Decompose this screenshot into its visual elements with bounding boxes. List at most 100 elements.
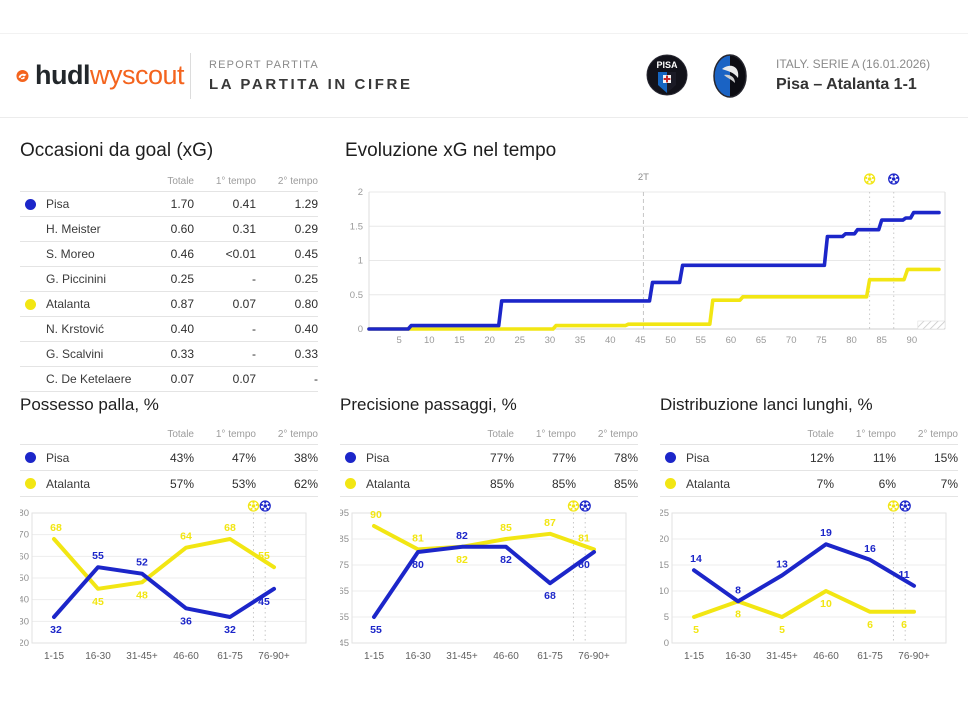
y-tick-label: 1: [358, 256, 363, 267]
svg-text:PISA: PISA: [656, 60, 678, 70]
x-tick-label: 50: [665, 335, 676, 346]
pisa-point-label: 55: [92, 550, 104, 562]
match-score: Pisa – Atalanta 1-1: [776, 76, 917, 93]
y-tick-label: 0.5: [350, 290, 363, 301]
value-cell: 57%: [169, 476, 194, 491]
xg-section: Occasioni da goal (xG) Totale 1° tempo 2° …: [20, 140, 320, 392]
pisa-point-label: 19: [820, 527, 832, 539]
row-label-cell: Atalanta: [20, 297, 132, 311]
hudl-wyscout-logo: hudlwyscout: [16, 60, 185, 91]
y-tick-label: 20: [660, 534, 669, 545]
x-tick-label: 76-90+: [898, 651, 930, 662]
value-cell: 12%: [809, 450, 834, 465]
long-passes-chart: 0 5 10 15 20 25 1-15 16-30 31-45+ 46-60 61-75 76-90…: [658, 500, 947, 662]
atalanta-dot-icon: [665, 478, 676, 489]
atalanta-goal-ball-icon: [247, 500, 260, 512]
pisa-goal-ball-icon: [259, 500, 271, 512]
dot-spacer: [25, 249, 36, 260]
y-tick-label: 30: [20, 616, 29, 627]
x-tick-label: 31-45+: [446, 651, 478, 662]
value-cell: 0.07: [232, 297, 256, 311]
player-row: C. De Ketelaere 0.07 0.07 -: [20, 367, 318, 392]
passing-accuracy-section: Precisione passaggi, % Totale 1° tempo 2° …: [338, 395, 640, 676]
x-tick-label: 16-30: [85, 651, 111, 662]
dot-spacer: [25, 324, 36, 335]
brand-wordmark: hudlwyscout: [34, 60, 185, 90]
row-label-cell: Pisa: [20, 451, 132, 465]
value-cell: 0.29: [294, 222, 318, 236]
report-header: hudlwyscout REPORT PARTITA LA PARTITA IN…: [0, 33, 968, 118]
y-tick-label: 15: [660, 560, 669, 571]
pisa-point-label: 45: [258, 596, 270, 608]
value-cell: 0.31: [232, 222, 256, 236]
row-label-cell: Pisa: [340, 451, 452, 465]
pisa-series-line: [372, 544, 596, 619]
value-cell: 0.25: [294, 272, 318, 286]
y-tick-label: 85: [340, 534, 349, 545]
pisa-point-label: 32: [224, 624, 236, 636]
xg-section-title: Occasioni da goal (xG): [20, 140, 214, 161]
value-cell: -: [314, 372, 318, 386]
hudl-logo-icon: [16, 69, 29, 82]
row-label: H. Meister: [46, 222, 101, 236]
y-tick-label: 1.5: [350, 221, 363, 232]
row-label: Atalanta: [46, 297, 91, 311]
row-label: Atalanta: [366, 476, 411, 491]
possession-title: Possesso palla, %: [20, 395, 159, 414]
xg-evolution-chart: 00.511.525 10 15 20 25 30 35 40 45 50 55 60 65 70 75 80…: [350, 172, 946, 346]
dot-spacer: [25, 274, 36, 285]
report-label: REPORT PARTITA: [209, 58, 319, 71]
atalanta-point-label: 87: [544, 517, 556, 529]
x-tick-label: 76-90+: [578, 651, 610, 662]
pisa-series-line: [52, 565, 276, 619]
y-tick-label: 50: [20, 573, 29, 584]
row-label: N. Krstović: [46, 322, 105, 336]
column-header: Totale: [167, 175, 194, 187]
player-row: G. Scalvini 0.33 - 0.33: [20, 342, 318, 367]
x-tick-label: 75: [816, 335, 827, 346]
dot-spacer: [25, 224, 36, 235]
pisa-point-label: 55: [370, 624, 382, 636]
x-tick-label: 45: [635, 335, 646, 346]
value-cell: 47%: [231, 450, 256, 465]
atalanta-goal-ball-icon: [567, 500, 580, 512]
pisa-point-label: 13: [776, 558, 788, 570]
pisa-point-label: 68: [544, 590, 556, 602]
pisa-badge: PISA: [646, 54, 688, 95]
atalanta-series-line: [692, 589, 916, 619]
column-header: Totale: [807, 428, 834, 440]
x-tick-label: 16-30: [405, 651, 431, 662]
possession-section: Possesso palla, % Totale 1° tempo 2° tempo…: [18, 395, 320, 676]
y-tick-label: 65: [340, 586, 349, 597]
value-cell: 53%: [231, 476, 256, 491]
value-cell: 77%: [489, 450, 514, 465]
atalanta-point-label: 5: [693, 624, 699, 636]
extra-time-hatch: [917, 320, 946, 330]
pisa-point-label: 36: [180, 615, 192, 627]
value-cell: 0.33: [294, 347, 318, 361]
report-title-block: REPORT PARTITA LA PARTITA IN CIFRE: [209, 59, 413, 93]
y-tick-label: 95: [340, 508, 349, 519]
value-cell: 85%: [489, 476, 514, 491]
x-tick-label: 55: [695, 335, 706, 346]
row-label: Atalanta: [46, 476, 91, 491]
y-tick-label: 20: [20, 638, 29, 649]
long-passes-section: Distribuzione lanci lunghi, % Totale 1° t…: [658, 395, 960, 676]
x-tick-label: 46-60: [493, 651, 519, 662]
atalanta-point-label: 6: [901, 619, 907, 631]
x-tick-label: 70: [786, 335, 797, 346]
row-label-cell: H. Meister: [20, 222, 132, 236]
table-header-row: Totale 1° tempo 2° tempo: [660, 424, 958, 445]
row-label: C. De Ketelaere: [46, 372, 132, 386]
value-cell: 0.46: [170, 247, 194, 261]
value-cell: 0.87: [170, 297, 194, 311]
value-cell: 85%: [551, 476, 576, 491]
value-cell: -: [252, 272, 256, 286]
row-label-cell: N. Krstović: [20, 322, 132, 336]
x-tick-label: 46-60: [173, 651, 199, 662]
atalanta-xg-line: [367, 267, 941, 331]
atalanta-series-line: [372, 524, 596, 552]
pisa-point-label: 82: [456, 530, 468, 542]
long-passes-title: Distribuzione lanci lunghi, %: [660, 395, 873, 414]
